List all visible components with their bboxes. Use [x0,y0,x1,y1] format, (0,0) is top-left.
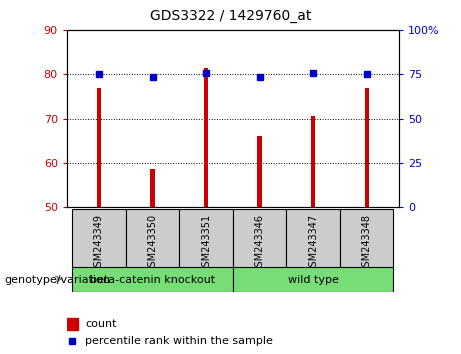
Text: beta-catenin knockout: beta-catenin knockout [90,275,215,285]
Text: GSM243349: GSM243349 [94,213,104,273]
Bar [97,88,101,207]
Bar [150,170,154,207]
Bar [233,267,393,292]
Bar [67,318,78,330]
Bar [286,209,340,267]
Text: GSM243351: GSM243351 [201,213,211,273]
Bar [126,209,179,267]
Text: wild type: wild type [288,275,338,285]
Text: GDS3322 / 1429760_at: GDS3322 / 1429760_at [150,9,311,23]
Text: count: count [85,319,117,329]
Bar [257,136,262,207]
Text: GSM243350: GSM243350 [148,213,158,273]
Bar [233,209,286,267]
Bar [72,209,126,267]
Text: GSM243346: GSM243346 [254,213,265,273]
Text: genotype/variation: genotype/variation [5,275,111,285]
Bar [72,267,233,292]
Text: GSM243347: GSM243347 [308,213,318,273]
Bar [179,209,233,267]
Text: GSM243348: GSM243348 [361,213,372,273]
Bar [340,209,393,267]
Text: percentile rank within the sample: percentile rank within the sample [85,336,273,346]
Bar [204,68,208,207]
Bar [365,88,369,207]
Bar [311,116,315,207]
